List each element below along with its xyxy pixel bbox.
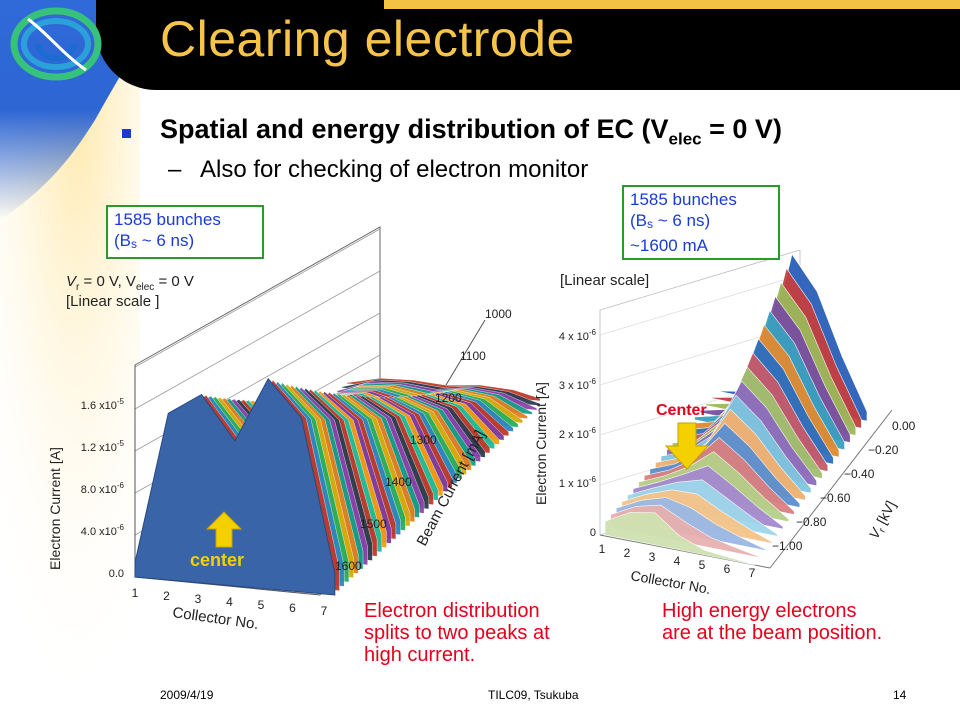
left-x-tick-label: 2 bbox=[163, 589, 170, 603]
right-z-ticks: 0.00 −0.20 −0.40 −0.60 −0.80 −1.00 bbox=[772, 419, 916, 553]
right-z-tick-label: −0.40 bbox=[844, 467, 875, 481]
note-left-line2: (Bs ~ 6 ns) bbox=[114, 231, 195, 251]
caption-left-line1: Electron distribution bbox=[364, 600, 540, 622]
right-y-tick-label: 0 bbox=[590, 527, 596, 539]
footer-date: 2009/4/19 bbox=[160, 688, 214, 702]
left-y-tick-label: 1.2 x10-5 bbox=[81, 439, 125, 454]
left-y-axis-label: Electron Current [A] bbox=[47, 447, 63, 570]
right-z-tick-label: −0.80 bbox=[796, 515, 827, 529]
right-y-ticks: 0 1 x 10-6 2 x 10-6 3 x 10-6 4 x 10-6 bbox=[559, 328, 597, 539]
kek-logo-icon bbox=[10, 7, 102, 81]
right-center-arrow-icon bbox=[664, 422, 710, 470]
main-bullet: Spatial and energy distribution of EC (V… bbox=[160, 114, 782, 149]
caption-right-line2: are at the beam position. bbox=[662, 622, 883, 644]
left-x-tick-label: 1 bbox=[132, 586, 139, 600]
right-3d-chart: [Linear scale] 0 1 x 10-6 2 x 10-6 3 x 10-6… bbox=[533, 250, 916, 595]
right-z-tick-label: −1.00 bbox=[772, 539, 803, 553]
caption-left-line2: splits to two peaks at bbox=[364, 622, 550, 644]
left-z-tick-label: 1400 bbox=[385, 475, 412, 489]
right-z-axis bbox=[769, 409, 893, 569]
gold-rule bbox=[384, 0, 960, 9]
note-left-line1: 1585 bunches bbox=[114, 210, 221, 229]
right-gridline bbox=[599, 274, 801, 336]
left-legend-line2: [Linear scale ] bbox=[66, 293, 159, 310]
left-z-tick-label: 1100 bbox=[460, 349, 486, 363]
left-y-tick-label: 1.6 x10-5 bbox=[81, 397, 125, 412]
note-right-line2: (Bs ~ 6 ns) bbox=[630, 211, 711, 231]
left-z-tick-label: 1300 bbox=[410, 433, 437, 447]
bullet-text-end: = 0 V) bbox=[701, 114, 782, 144]
sub-bullet-dash: – bbox=[168, 156, 182, 183]
left-x-ticks: 1 2 3 4 5 6 7 bbox=[132, 586, 328, 618]
sub-bullet-text: Also for checking of electron monitor bbox=[200, 156, 589, 183]
right-x-tick-label: 1 bbox=[599, 542, 606, 556]
left-center-arrow-icon bbox=[205, 511, 243, 548]
left-front-series-area bbox=[134, 377, 336, 596]
right-x-ticks: 1 2 3 4 5 6 7 bbox=[599, 542, 756, 580]
caption-right-line1: High energy electrons bbox=[662, 600, 857, 622]
left-z-tick-label: 1000 bbox=[485, 307, 512, 321]
left-x-tick-label: 4 bbox=[226, 595, 233, 609]
right-y-tick-label: 2 x 10-6 bbox=[559, 426, 597, 441]
right-ridge bbox=[604, 512, 756, 566]
right-x-tick-label: 7 bbox=[749, 566, 756, 580]
right-z-tick-label: −0.60 bbox=[820, 491, 851, 505]
title-bar bbox=[96, 0, 960, 90]
caption-right: High energy electrons are at the beam po… bbox=[662, 600, 882, 644]
left-z-tick-label: 1600 bbox=[335, 559, 362, 573]
left-x-tick-label: 7 bbox=[321, 604, 328, 618]
left-x-tick-label: 6 bbox=[289, 601, 296, 615]
left-x-axis-label: Collector No. bbox=[171, 604, 259, 633]
right-center-label: Center bbox=[656, 402, 707, 419]
left-chart-legend: Vr = 0 V, Velec = 0 V [Linear scale ] bbox=[66, 273, 194, 310]
note-right: 1585 bunches (Bs ~ 6 ns) ~1600 mA bbox=[622, 185, 780, 260]
left-z-tick-label: 1500 bbox=[360, 517, 387, 531]
right-y-tick-label: 1 x 10-6 bbox=[559, 475, 597, 490]
note-left: 1585 bunches (Bs ~ 6 ns) bbox=[106, 205, 264, 259]
left-gridline bbox=[134, 270, 381, 410]
right-x-tick-label: 4 bbox=[674, 554, 681, 568]
footer-page-number: 14 bbox=[893, 688, 907, 702]
left-center-label: center bbox=[190, 550, 244, 570]
caption-left-line3: high current. bbox=[364, 644, 476, 666]
left-x-tick-label: 3 bbox=[195, 592, 202, 606]
right-y-tick-label: 3 x 10-6 bbox=[559, 377, 597, 392]
left-x-tick-label: 5 bbox=[258, 598, 265, 612]
left-z-ticks: 1600 1500 1400 1300 1200 1100 1000 bbox=[335, 307, 512, 573]
slide-title: Clearing electrode bbox=[160, 11, 575, 67]
footer-event: TILC09, Tsukuba bbox=[488, 688, 579, 702]
right-x-tick-label: 3 bbox=[649, 550, 656, 564]
note-right-line3: ~1600 mA bbox=[630, 236, 708, 255]
left-gridline bbox=[134, 228, 381, 368]
bullet-marker bbox=[122, 129, 131, 138]
caption-left: Electron distribution splits to two peak… bbox=[364, 600, 550, 666]
note-right-line1: 1585 bunches bbox=[630, 190, 737, 209]
left-z-tick-label: 1200 bbox=[435, 391, 462, 405]
right-z-axis-label: Vr [kV] bbox=[866, 498, 902, 543]
bullet-text-start: Spatial and energy distribution of EC (V bbox=[160, 114, 669, 144]
right-x-tick-label: 5 bbox=[699, 558, 706, 572]
bullet-subscript: elec bbox=[668, 129, 702, 149]
left-y-tick-label: 0.0 bbox=[109, 568, 124, 580]
left-3d-chart: Vr = 0 V, Velec = 0 V [Linear scale ] 0.… bbox=[47, 226, 540, 633]
right-x-tick-label: 6 bbox=[724, 562, 731, 576]
left-y-ticks: 0.0 4.0 x10-6 8.0 x10-6 1.2 x10-5 1.6 x10-5 bbox=[81, 397, 125, 580]
right-legend: [Linear scale] bbox=[560, 272, 649, 289]
right-y-axis-label: Electron Current [A] bbox=[533, 382, 549, 505]
right-chart-ridges bbox=[604, 253, 868, 566]
right-z-tick-label: 0.00 bbox=[892, 419, 916, 433]
left-y-tick-label: 4.0 x10-6 bbox=[81, 523, 125, 538]
right-z-tick-label: −0.20 bbox=[868, 443, 899, 457]
right-x-tick-label: 2 bbox=[624, 546, 631, 560]
left-legend-line1: Vr = 0 V, Velec = 0 V bbox=[66, 273, 194, 293]
right-y-tick-label: 4 x 10-6 bbox=[559, 328, 597, 343]
left-chart-front-series bbox=[134, 377, 336, 596]
left-y-tick-label: 8.0 x10-6 bbox=[81, 481, 125, 496]
